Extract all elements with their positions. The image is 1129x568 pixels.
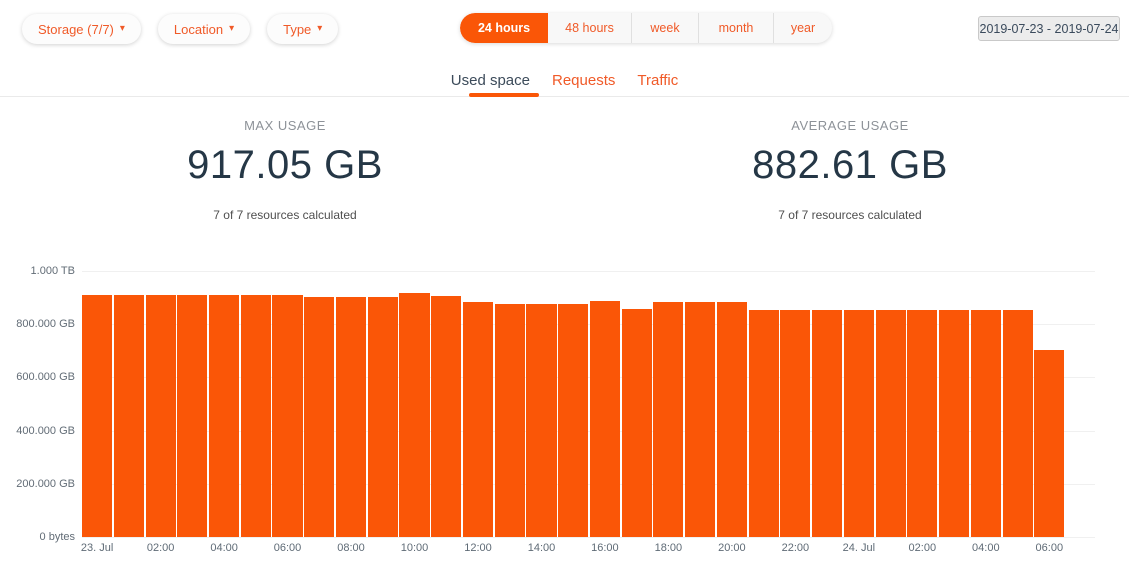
bar[interactable] xyxy=(1034,350,1065,537)
bar[interactable] xyxy=(82,294,113,537)
max-usage-stat: MAX USAGE 917.05 GB 7 of 7 resources cal… xyxy=(85,118,485,222)
time-range-month[interactable]: month xyxy=(699,13,774,43)
x-axis-tick-label: 10:00 xyxy=(400,542,429,554)
y-gridline xyxy=(82,483,1095,485)
bar[interactable] xyxy=(875,310,906,537)
bar[interactable] xyxy=(113,294,144,537)
y-axis-tick-label: 400.000 GB xyxy=(16,424,75,437)
bar[interactable] xyxy=(240,294,271,537)
y-axis-tick-label: 800.000 GB xyxy=(16,318,75,331)
bar[interactable] xyxy=(462,301,494,537)
average-usage-label: AVERAGE USAGE xyxy=(791,118,909,133)
bar[interactable] xyxy=(367,296,398,537)
y-axis-tick-label: 1.000 TB xyxy=(30,265,75,277)
x-axis-tick-label: 23. Jul xyxy=(80,542,114,554)
x-axis-tick-label: 06:00 xyxy=(273,542,302,554)
bar[interactable] xyxy=(399,293,430,537)
x-axis-tick-label: 16:00 xyxy=(591,542,619,554)
bar[interactable] xyxy=(589,300,620,537)
average-usage-value: 882.61 GB xyxy=(752,143,948,187)
metric-tabs: Used space Requests Traffic xyxy=(0,70,1129,91)
storage-filter-dropdown[interactable]: Storage (7/7) ▾ xyxy=(22,14,141,44)
y-axis-tick-label: 600.000 GB xyxy=(16,371,75,384)
bar[interactable] xyxy=(177,294,208,537)
x-axis-tick-label: 18:00 xyxy=(654,542,683,554)
bar[interactable] xyxy=(1002,310,1033,537)
bar[interactable] xyxy=(653,301,684,537)
tab-requests[interactable]: Requests xyxy=(552,72,616,89)
time-range-week[interactable]: week xyxy=(632,13,699,43)
storage-filter-label: Storage (7/7) xyxy=(38,21,114,37)
bar[interactable] xyxy=(716,301,747,537)
average-usage-note: 7 of 7 resources calculated xyxy=(778,208,922,222)
bar[interactable] xyxy=(335,296,367,537)
y-gridline xyxy=(82,324,1095,326)
bar[interactable] xyxy=(431,295,462,537)
location-filter-dropdown[interactable]: Location ▾ xyxy=(157,14,251,44)
chevron-down-icon: ▾ xyxy=(317,23,323,34)
max-usage-note: 7 of 7 resources calculated xyxy=(213,208,357,222)
y-gridline xyxy=(82,271,1095,272)
bar[interactable] xyxy=(494,303,525,537)
x-axis-tick-label: 08:00 xyxy=(337,542,365,554)
tabs-divider xyxy=(0,96,1129,97)
bar[interactable] xyxy=(748,310,779,537)
x-axis-tick-label: 20:00 xyxy=(718,542,746,554)
x-axis-tick-label: 04:00 xyxy=(972,542,1000,554)
bar[interactable] xyxy=(907,310,938,537)
y-axis-tick-label: 0 bytes xyxy=(39,531,75,543)
chevron-down-icon: ▾ xyxy=(229,23,235,34)
x-axis-tick-label: 14:00 xyxy=(527,542,556,554)
bar[interactable] xyxy=(272,294,303,537)
x-axis-tick-label: 22:00 xyxy=(781,542,810,554)
average-usage-stat: AVERAGE USAGE 882.61 GB 7 of 7 resources… xyxy=(650,118,1050,222)
time-range-year[interactable]: year xyxy=(774,13,832,43)
bar[interactable] xyxy=(145,294,176,537)
x-axis-tick-label: 12:00 xyxy=(464,542,492,554)
bar[interactable] xyxy=(685,301,716,537)
tab-used-space[interactable]: Used space xyxy=(450,72,530,89)
bar[interactable] xyxy=(780,310,811,537)
type-filter-label: Type xyxy=(283,21,312,37)
y-gridline xyxy=(82,377,1095,379)
type-filter-dropdown[interactable]: Type ▾ xyxy=(267,14,339,44)
location-filter-label: Location xyxy=(173,21,224,37)
y-gridline xyxy=(82,537,1095,538)
active-tab-indicator xyxy=(469,93,539,97)
bar[interactable] xyxy=(812,310,843,537)
max-usage-value: 917.05 GB xyxy=(187,143,383,187)
tab-traffic[interactable]: Traffic xyxy=(637,72,679,89)
date-range-button[interactable]: 2019-07-23 - 2019-07-24 xyxy=(978,16,1120,41)
bar[interactable] xyxy=(939,310,970,537)
x-axis-tick-label: 02:00 xyxy=(146,542,175,554)
max-usage-label: MAX USAGE xyxy=(244,118,326,133)
bar[interactable] xyxy=(843,310,874,537)
filter-group: Storage (7/7) ▾ Location ▾ Type ▾ xyxy=(22,14,339,44)
bar[interactable] xyxy=(526,303,557,537)
bar[interactable] xyxy=(558,303,589,537)
x-axis-tick-label: 06:00 xyxy=(1035,542,1064,554)
bar[interactable] xyxy=(621,309,652,537)
time-range-24-hours[interactable]: 24 hours xyxy=(460,13,548,43)
x-axis-tick-label: 04:00 xyxy=(210,542,238,554)
bar[interactable] xyxy=(209,294,240,537)
y-gridline xyxy=(82,430,1095,432)
x-axis-tick-label: 24. Jul xyxy=(842,542,876,554)
time-range-selector: 24 hours 48 hours week month year xyxy=(460,13,832,43)
time-range-48-hours[interactable]: 48 hours xyxy=(548,13,632,43)
bar[interactable] xyxy=(970,310,1001,537)
x-axis-tick-label: 02:00 xyxy=(908,542,937,554)
bar[interactable] xyxy=(304,296,335,537)
y-axis-tick-label: 200.000 GB xyxy=(16,477,75,490)
chevron-down-icon: ▾ xyxy=(119,23,125,34)
